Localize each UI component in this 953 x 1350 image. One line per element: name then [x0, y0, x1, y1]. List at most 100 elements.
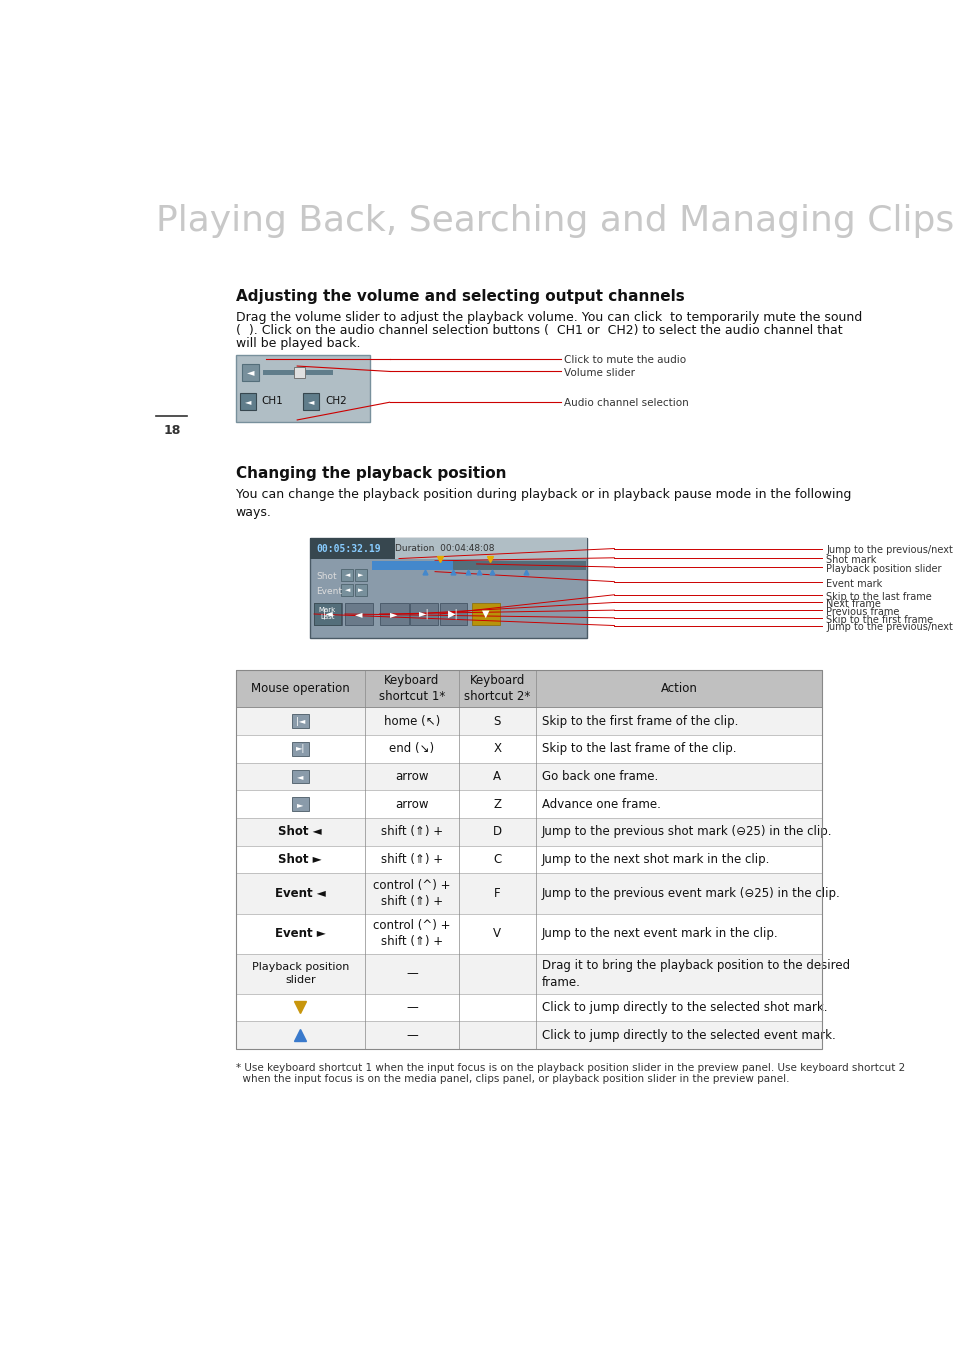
Text: Jump to the previous/next event mark: Jump to the previous/next event mark [825, 622, 953, 632]
Bar [241, 363, 258, 381]
Bar [345, 603, 373, 625]
Text: Jump to the next shot mark in the clip.: Jump to the next shot mark in the clip. [541, 853, 770, 867]
Bar [235, 670, 821, 1049]
Text: arrow: arrow [395, 798, 428, 811]
Text: Event: Event [316, 587, 342, 597]
Bar [263, 370, 333, 374]
Bar [410, 603, 437, 625]
Text: ◄: ◄ [246, 367, 253, 377]
Text: Click to jump directly to the selected shot mark.: Click to jump directly to the selected s… [541, 1000, 826, 1014]
Bar [303, 393, 318, 410]
Bar [235, 355, 370, 423]
Text: Event ◄: Event ◄ [274, 887, 325, 900]
Text: home (↖): home (↖) [383, 714, 439, 728]
Text: ►: ► [358, 587, 363, 593]
Bar [310, 537, 587, 637]
Bar [235, 670, 821, 707]
Text: Mouse operation: Mouse operation [251, 682, 350, 695]
Text: Duration  00:04:48:08: Duration 00:04:48:08 [395, 544, 495, 554]
Text: ▶|: ▶| [448, 609, 458, 620]
Text: Skip to the first frame: Skip to the first frame [825, 614, 932, 625]
Bar [395, 537, 587, 559]
Bar [235, 994, 821, 1022]
Bar [235, 873, 821, 914]
Text: Adjusting the volume and selecting output channels: Adjusting the volume and selecting outpu… [235, 289, 683, 304]
Bar [292, 714, 309, 728]
Text: S: S [494, 714, 500, 728]
Bar [235, 914, 821, 953]
Bar [235, 845, 821, 873]
Text: Jump to the previous event mark (⊖25) in the clip.: Jump to the previous event mark (⊖25) in… [541, 887, 840, 900]
Text: Keyboard
shortcut 1*: Keyboard shortcut 1* [378, 674, 445, 703]
Bar [314, 603, 341, 625]
Bar [235, 734, 821, 763]
Text: A: A [493, 769, 501, 783]
Text: CH2: CH2 [325, 397, 346, 406]
Text: Action: Action [660, 682, 697, 695]
Text: shift (⇑) +: shift (⇑) + [380, 853, 442, 867]
Text: F: F [494, 887, 500, 900]
Text: control (^) +
shift (⇑) +: control (^) + shift (⇑) + [373, 879, 450, 909]
Text: when the input focus is on the media panel, clips panel, or playback position sl: when the input focus is on the media pan… [235, 1073, 788, 1084]
Text: Event mark: Event mark [825, 579, 882, 589]
Text: Mark
Last: Mark Last [318, 608, 335, 621]
Text: Shot mark: Shot mark [825, 555, 876, 564]
Text: ◄: ◄ [355, 609, 362, 620]
Text: Click to jump directly to the selected event mark.: Click to jump directly to the selected e… [541, 1029, 835, 1042]
Bar [310, 537, 587, 559]
Text: ►: ► [296, 799, 303, 809]
Bar [235, 953, 821, 994]
Text: Playback position
slider: Playback position slider [252, 963, 349, 984]
Text: Jump to the previous/next shot mark: Jump to the previous/next shot mark [825, 545, 953, 555]
Text: Playback position slider: Playback position slider [825, 564, 941, 574]
Text: Playing Back, Searching and Managing Clips: Playing Back, Searching and Managing Cli… [156, 204, 953, 239]
Text: D: D [493, 825, 501, 838]
Text: ►|: ►| [418, 609, 429, 620]
Bar [472, 603, 499, 625]
Text: Event ►: Event ► [274, 927, 325, 940]
Bar [314, 603, 341, 625]
Text: V: V [493, 927, 501, 940]
Text: 00:05:32.19: 00:05:32.19 [316, 544, 380, 554]
Text: Shot ►: Shot ► [278, 853, 322, 867]
Text: —: — [406, 1029, 417, 1042]
Bar [235, 1022, 821, 1049]
Bar [292, 741, 309, 756]
Text: ◄: ◄ [244, 397, 251, 406]
Text: Drag the volume slider to adjust the playback volume. You can click  to temporar: Drag the volume slider to adjust the pla… [235, 310, 861, 324]
Text: —: — [406, 967, 417, 980]
Text: Advance one frame.: Advance one frame. [541, 798, 660, 811]
Text: Skip to the last frame: Skip to the last frame [825, 591, 931, 602]
Text: CH1: CH1 [261, 397, 283, 406]
Text: ◄: ◄ [308, 397, 314, 406]
Text: 18: 18 [164, 424, 181, 437]
Bar [341, 568, 353, 580]
Text: Drag it to bring the playback position to the desired
frame.: Drag it to bring the playback position t… [541, 958, 849, 988]
Text: Jump to the previous shot mark (⊖25) in the clip.: Jump to the previous shot mark (⊖25) in … [541, 825, 832, 838]
Text: X: X [493, 743, 501, 755]
Bar [240, 393, 255, 410]
Text: Shot ◄: Shot ◄ [278, 825, 322, 838]
Text: Click to mute the audio: Click to mute the audio [564, 355, 686, 366]
Bar [439, 603, 467, 625]
Bar [235, 818, 821, 845]
Text: ►: ► [390, 609, 397, 620]
Bar [372, 560, 453, 570]
Text: ◄: ◄ [296, 772, 303, 780]
Text: end (↘): end (↘) [389, 743, 434, 755]
Bar [235, 763, 821, 790]
Text: Z: Z [493, 798, 501, 811]
Text: shift (⇑) +: shift (⇑) + [380, 825, 442, 838]
Bar [235, 707, 821, 734]
Bar [235, 790, 821, 818]
Bar [355, 585, 367, 597]
Text: control (^) +
shift (⇑) +: control (^) + shift (⇑) + [373, 919, 450, 948]
Text: Volume slider: Volume slider [564, 367, 635, 378]
Text: arrow: arrow [395, 769, 428, 783]
Text: Keyboard
shortcut 2*: Keyboard shortcut 2* [464, 674, 530, 703]
Text: ◄: ◄ [344, 587, 350, 593]
Text: Previous frame: Previous frame [825, 608, 899, 617]
Text: ◄: ◄ [344, 571, 350, 578]
Text: ►: ► [358, 571, 363, 578]
Text: will be played back.: will be played back. [235, 336, 359, 350]
